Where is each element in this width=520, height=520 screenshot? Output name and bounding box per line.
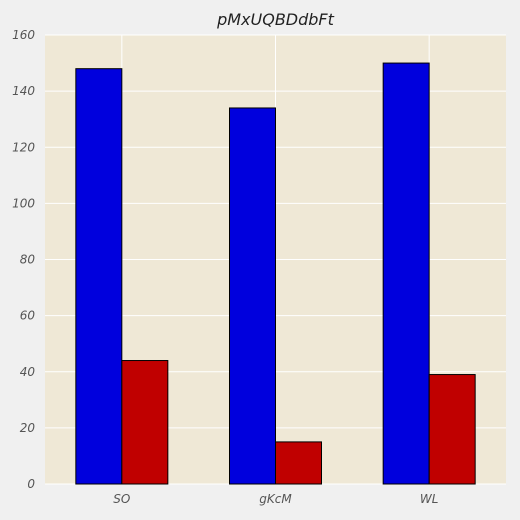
x-axis-ticks: SO gKcM WL (113, 492, 438, 506)
y-tick-label: 120 (12, 140, 35, 154)
y-tick-label: 140 (12, 84, 35, 98)
chart-title: pMxUQBDdbFt (216, 10, 335, 29)
y-tick-label: 80 (20, 253, 36, 267)
y-axis-ticks: 0 20 40 60 80 100 120 140 160 (12, 28, 35, 491)
y-tick-label: 100 (12, 196, 35, 210)
x-tick-label: WL (420, 492, 439, 506)
y-tick-label: 0 (27, 477, 35, 491)
bar-gKcM-series-1 (229, 107, 276, 485)
bar-gKcM-series-2 (275, 441, 322, 485)
y-tick-label: 160 (12, 28, 35, 42)
y-tick-label: 40 (20, 365, 36, 379)
bar-SO-series-2 (121, 360, 169, 485)
bar-WL-series-2 (428, 374, 476, 485)
x-tick-label: gKcM (259, 492, 292, 506)
y-tick-label: 60 (20, 309, 36, 323)
y-tick-label: 20 (20, 421, 36, 435)
x-tick-label: SO (113, 492, 130, 506)
bars (75, 62, 476, 485)
bar-WL-series-1 (382, 62, 430, 485)
bar-SO-series-1 (75, 68, 123, 485)
